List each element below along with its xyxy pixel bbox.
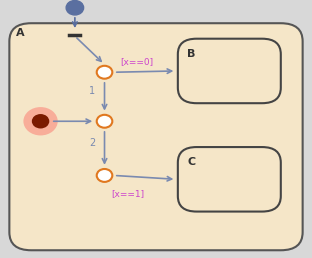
Circle shape xyxy=(97,115,112,128)
Text: [x==1]: [x==1] xyxy=(111,189,144,198)
Circle shape xyxy=(97,66,112,79)
Text: A: A xyxy=(16,28,24,38)
Text: C: C xyxy=(187,157,195,167)
FancyBboxPatch shape xyxy=(178,39,281,103)
Circle shape xyxy=(66,1,84,15)
Text: 2: 2 xyxy=(89,138,95,148)
Circle shape xyxy=(32,114,49,128)
Circle shape xyxy=(23,107,58,135)
Text: [x==0]: [x==0] xyxy=(120,58,153,67)
FancyBboxPatch shape xyxy=(178,147,281,212)
Text: B: B xyxy=(187,49,196,59)
FancyBboxPatch shape xyxy=(9,23,303,250)
Circle shape xyxy=(97,169,112,182)
Text: 1: 1 xyxy=(89,86,95,96)
